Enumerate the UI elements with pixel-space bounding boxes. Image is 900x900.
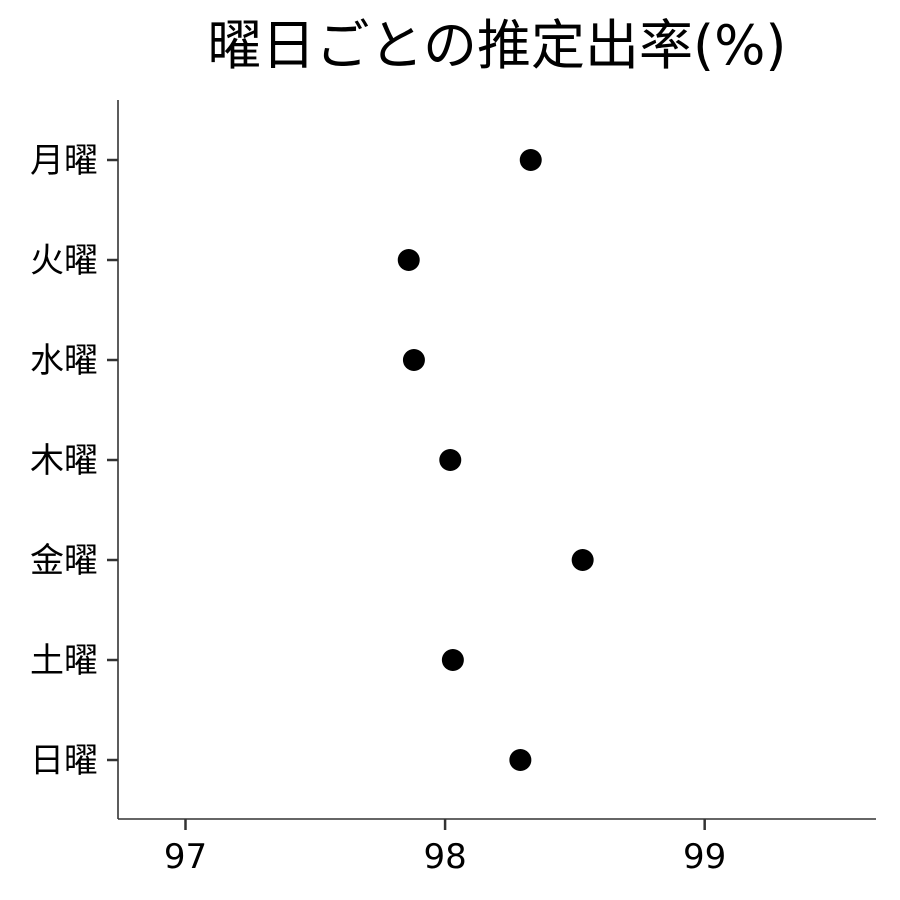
chart-title: 曜日ごとの推定出率(%) xyxy=(208,14,787,77)
y-tick-label: 日曜 xyxy=(30,741,98,781)
y-tick-label: 土曜 xyxy=(30,641,98,681)
x-tick-label: 97 xyxy=(164,837,207,877)
x-tick-label: 99 xyxy=(683,837,726,877)
y-tick-label: 火曜 xyxy=(30,241,98,281)
data-point xyxy=(439,449,462,471)
x-tick-label: 98 xyxy=(423,837,466,877)
data-point xyxy=(571,549,594,571)
data-point xyxy=(397,249,420,271)
data-point xyxy=(509,749,532,771)
data-point xyxy=(441,649,464,671)
y-tick-label: 水曜 xyxy=(30,341,98,381)
y-tick-label: 月曜 xyxy=(30,141,98,181)
y-tick-label: 金曜 xyxy=(30,541,98,581)
y-tick-label: 木曜 xyxy=(30,441,98,481)
data-points xyxy=(397,149,594,771)
data-point xyxy=(402,349,425,371)
data-point xyxy=(519,149,542,171)
x-ticks: 97 98 99 xyxy=(164,819,726,877)
